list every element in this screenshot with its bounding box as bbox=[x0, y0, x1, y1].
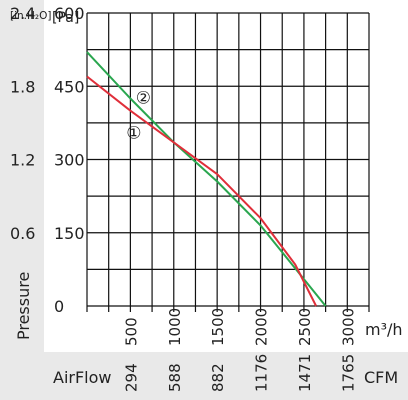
series-line-1 bbox=[86, 75, 317, 307]
series-2-label: ② bbox=[136, 88, 151, 108]
y-tick-label-pa: 450 bbox=[54, 77, 85, 96]
x-tick-label-m3h: 500 bbox=[122, 317, 140, 346]
x-tick-label-cfm: 294 bbox=[122, 363, 140, 392]
x-unit-label: m³/h bbox=[365, 320, 403, 339]
y-tick-label-inh2o: 1.8 bbox=[10, 77, 35, 96]
y-unit-primary: [Pa] bbox=[52, 10, 79, 26]
y-axis-label: Pressure bbox=[14, 272, 33, 340]
x-tick-label-cfm: 882 bbox=[209, 363, 227, 392]
x-tick-label-m3h: 1000 bbox=[166, 308, 184, 346]
x-tick-label-cfm: 1176 bbox=[253, 354, 271, 392]
axis-labels: ② ① [in.H₂O] [Pa] 0 150 300 450 600 0.6 1.2 1.8 2.4 P… bbox=[10, 4, 403, 392]
airflow-unit-label: CFM bbox=[364, 368, 398, 387]
grid bbox=[86, 12, 370, 312]
x-tick-label-cfm: 588 bbox=[166, 363, 184, 392]
x-tick-label-cfm: 1765 bbox=[339, 354, 357, 392]
airflow-label: AirFlow bbox=[53, 368, 112, 387]
bottom-band bbox=[0, 352, 408, 400]
series-lines bbox=[86, 51, 327, 307]
x-tick-label-m3h: 2000 bbox=[253, 308, 271, 346]
y-tick-label-inh2o: 1.2 bbox=[10, 151, 35, 170]
y-tick-label-inh2o: 2.4 bbox=[10, 4, 35, 23]
y-unit-secondary: [in.H₂O] bbox=[10, 10, 51, 22]
series-line-2 bbox=[86, 51, 327, 307]
y-tick-label-pa: 0 bbox=[54, 297, 64, 316]
y-tick-label-pa: 300 bbox=[54, 151, 85, 170]
x-tick-label-m3h: 3000 bbox=[339, 308, 357, 346]
y-tick-label-pa: 600 bbox=[54, 4, 85, 23]
series-1-label: ① bbox=[126, 124, 141, 144]
x-tick-label-cfm: 1471 bbox=[296, 354, 314, 392]
x-tick-label-m3h: 1500 bbox=[209, 308, 227, 346]
left-band bbox=[0, 0, 44, 400]
y-tick-label-pa: 150 bbox=[54, 224, 85, 243]
y-tick-label-inh2o: 0.6 bbox=[10, 224, 35, 243]
x-tick-label-m3h: 2500 bbox=[296, 308, 314, 346]
